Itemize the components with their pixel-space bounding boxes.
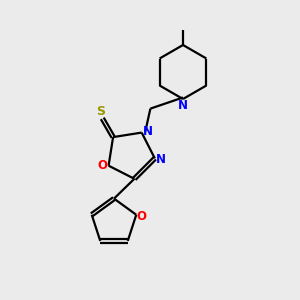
Text: N: N [156,153,166,166]
Text: O: O [97,159,107,172]
Text: S: S [96,105,105,118]
Text: O: O [137,210,147,223]
Text: N: N [143,124,153,138]
Text: N: N [178,99,188,112]
